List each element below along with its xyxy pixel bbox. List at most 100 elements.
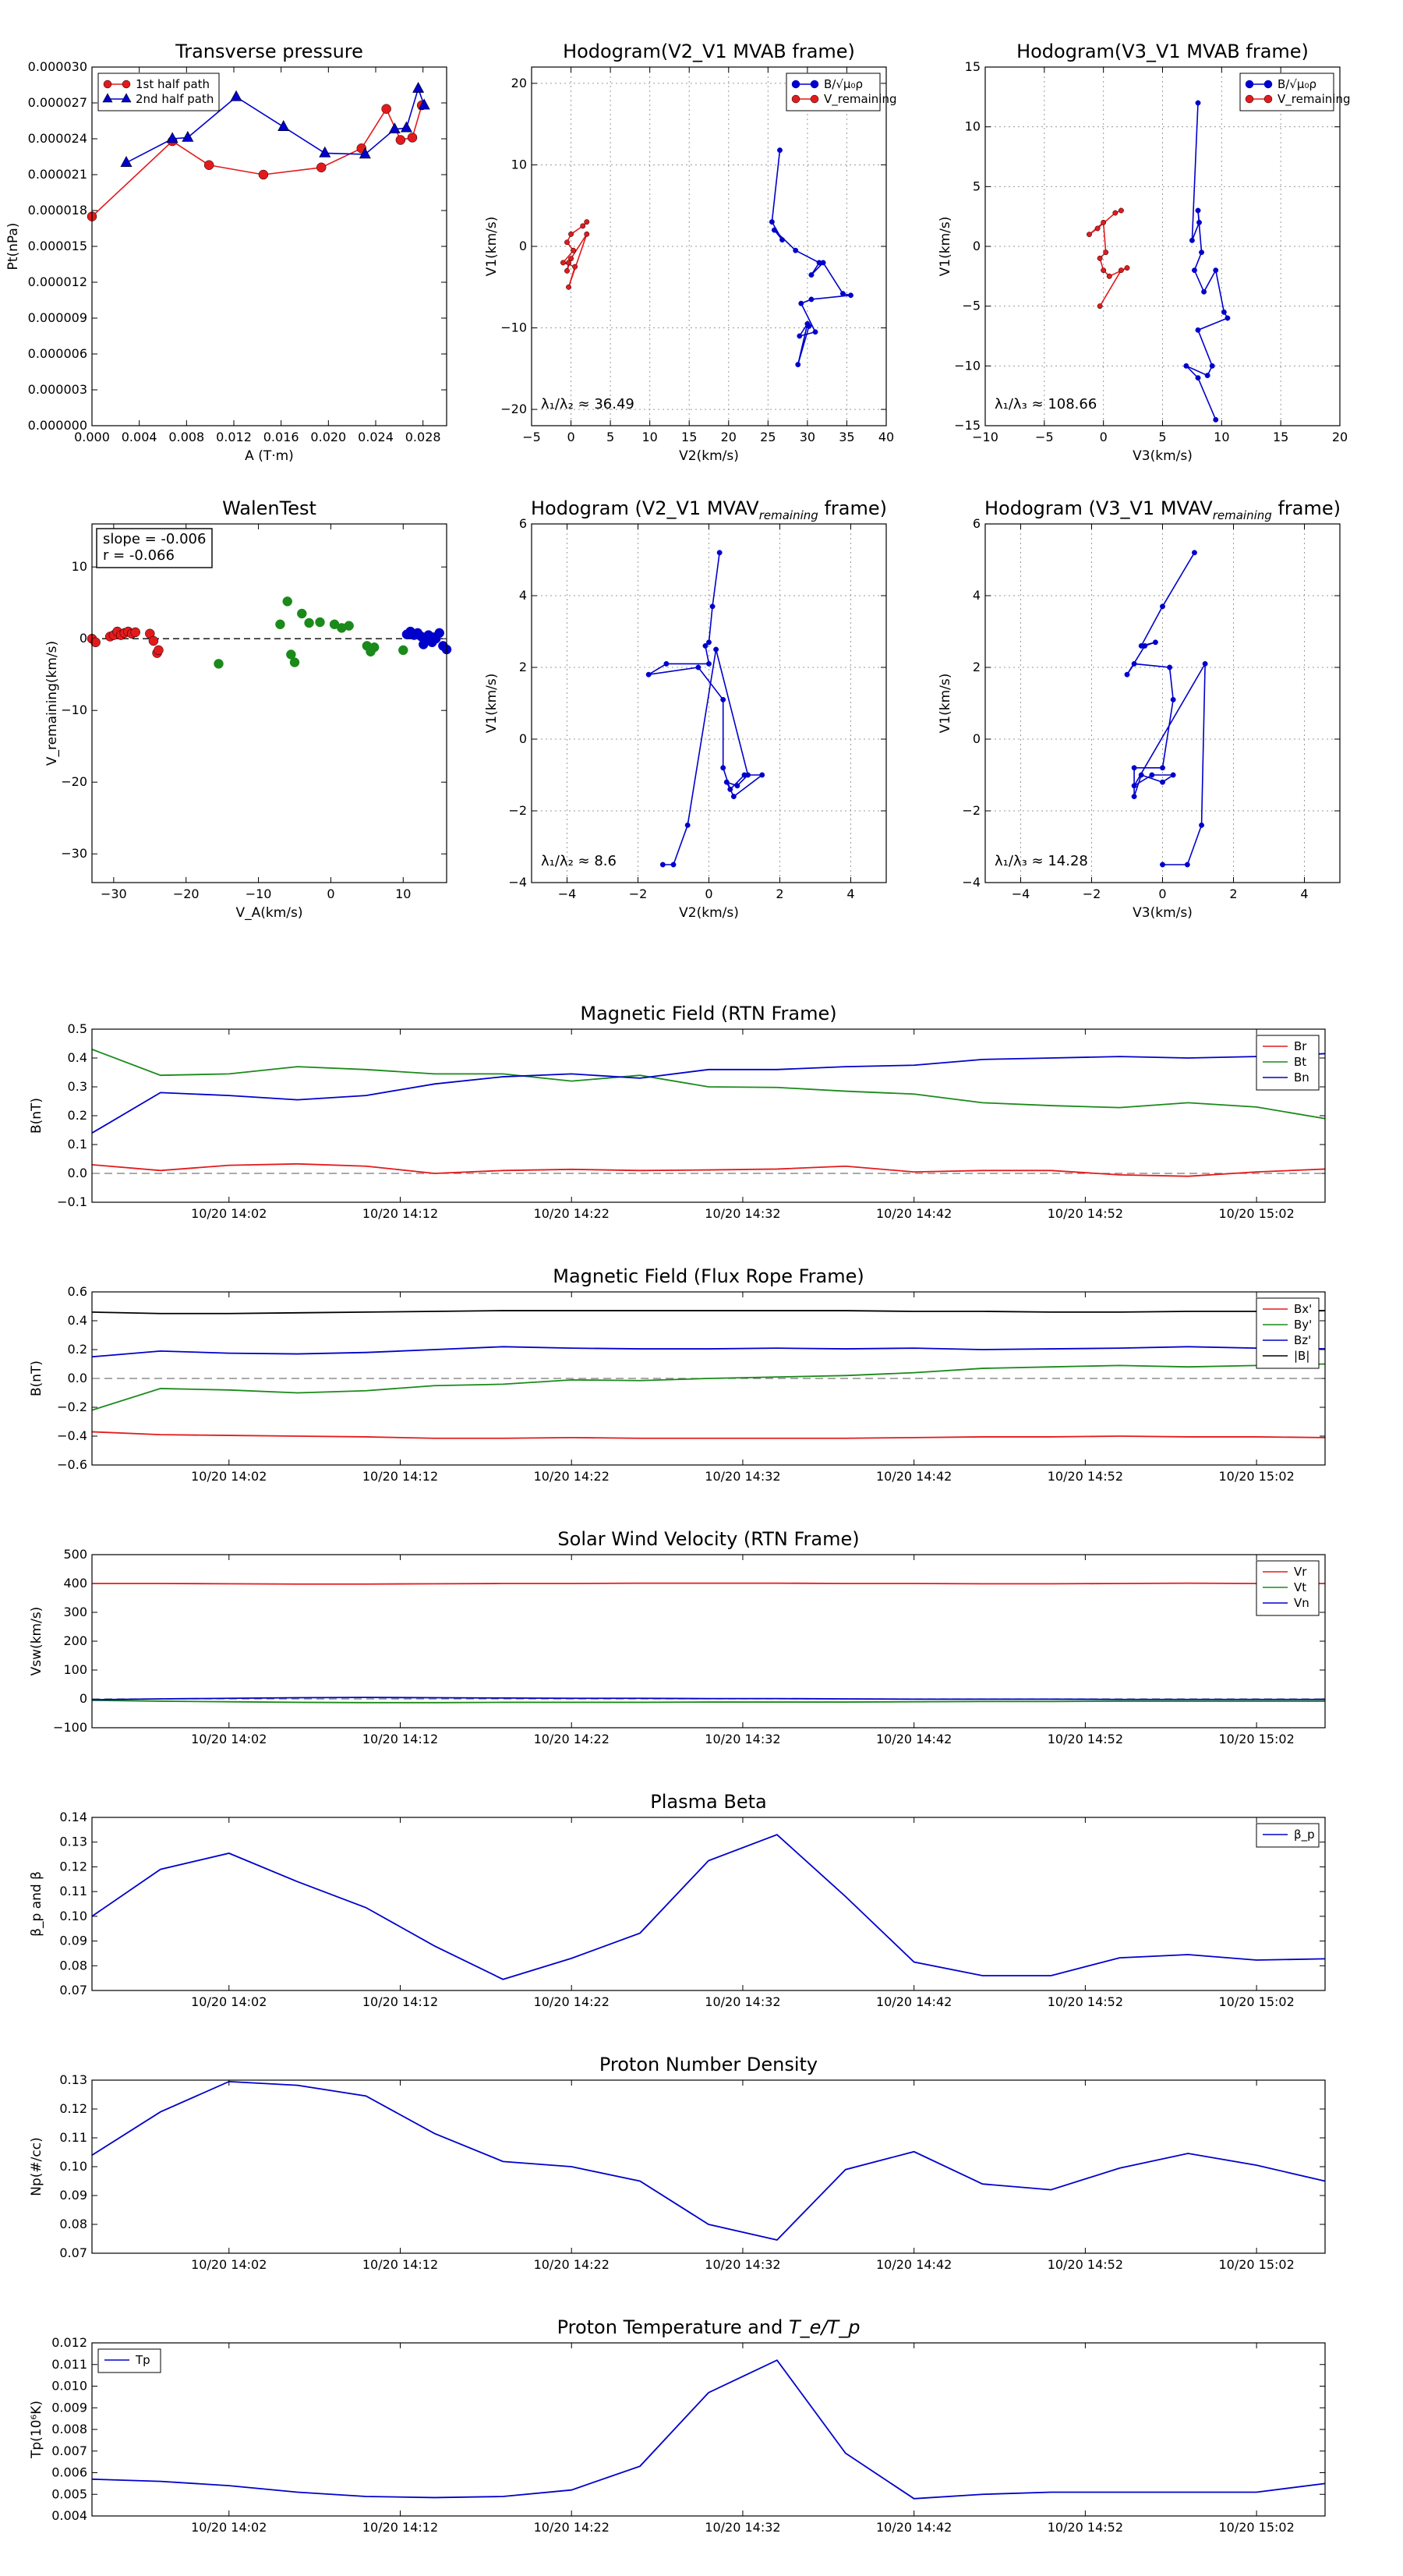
data-point bbox=[1225, 315, 1231, 321]
x-tick-label: 10/20 14:02 bbox=[191, 1732, 267, 1746]
data-point bbox=[148, 635, 159, 646]
y-tick-label: 0.000030 bbox=[28, 59, 87, 74]
data-point bbox=[166, 132, 178, 143]
data-point bbox=[120, 156, 133, 167]
y-axis-label: Tp(10⁶K) bbox=[29, 2401, 44, 2459]
y-tick-label: 0.000003 bbox=[28, 382, 87, 397]
x-tick-label: 10/20 15:02 bbox=[1218, 2257, 1294, 2272]
data-point bbox=[1131, 660, 1137, 667]
x-tick-label: 10/20 14:42 bbox=[876, 1994, 952, 2009]
y-tick-label: 0.1 bbox=[68, 1137, 87, 1152]
x-tick-label: 10/20 14:32 bbox=[705, 1469, 780, 1484]
data-point bbox=[1094, 225, 1101, 232]
series-line bbox=[648, 552, 765, 865]
y-tick-label: 0.4 bbox=[68, 1050, 87, 1065]
x-tick-label: 10/20 14:12 bbox=[362, 1469, 438, 1484]
data-point bbox=[564, 239, 570, 246]
data-point bbox=[580, 223, 586, 229]
y-tick-label: 100 bbox=[63, 1662, 87, 1677]
x-tick-label: 10/20 15:02 bbox=[1218, 2520, 1294, 2535]
chart-title: Magnetic Field (Flux Rope Frame) bbox=[553, 1265, 864, 1287]
x-tick-label: 10/20 14:02 bbox=[191, 1206, 267, 1221]
y-tick-label: 0.010 bbox=[51, 2379, 87, 2394]
x-tick-label: 10/20 14:32 bbox=[705, 2520, 780, 2535]
data-point bbox=[779, 237, 785, 243]
x-axis-label: V3(km/s) bbox=[1133, 905, 1193, 921]
x-tick-label: 35 bbox=[839, 430, 854, 444]
legend-label: Vt bbox=[1294, 1580, 1306, 1594]
y-tick-label: 0.11 bbox=[59, 2130, 87, 2145]
data-point bbox=[388, 122, 401, 134]
y-tick-label: 0.07 bbox=[59, 2245, 87, 2260]
y-tick-label: −100 bbox=[53, 1720, 87, 1735]
chart-h3: Hodogram (V2_V1 MVAVremaining frame) −4 −2… bbox=[484, 497, 887, 921]
data-point bbox=[777, 147, 783, 154]
data-point bbox=[1245, 94, 1254, 104]
legend-label: V_remaining bbox=[1278, 92, 1351, 107]
data-point bbox=[568, 231, 574, 237]
y-tick-label: 0.006 bbox=[51, 2465, 87, 2480]
data-point bbox=[572, 264, 578, 270]
y-tick-label: 0.0 bbox=[68, 1371, 87, 1385]
x-tick-label: 10/20 14:02 bbox=[191, 1994, 267, 2009]
y-tick-label: 0.6 bbox=[68, 1284, 87, 1299]
data-point bbox=[316, 162, 327, 173]
data-point bbox=[706, 639, 712, 646]
y-tick-label: 0.000015 bbox=[28, 239, 87, 253]
data-point bbox=[1167, 664, 1173, 671]
x-tick-label: 10/20 14:02 bbox=[191, 2257, 267, 2272]
data-point bbox=[1199, 822, 1205, 828]
x-tick-label: 0.008 bbox=[168, 430, 204, 444]
x-tick-label: 2 bbox=[776, 886, 783, 901]
data-point bbox=[663, 660, 670, 667]
chart-title: Magnetic Field (RTN Frame) bbox=[580, 1003, 836, 1024]
data-point bbox=[1196, 219, 1202, 225]
y-tick-label: 0.12 bbox=[59, 1859, 87, 1874]
data-point bbox=[806, 324, 812, 329]
data-point bbox=[568, 256, 574, 262]
data-point bbox=[154, 645, 164, 656]
y-tick-label: 10 bbox=[72, 559, 87, 574]
x-tick-label: 0 bbox=[567, 430, 574, 444]
x-tick-label: 15 bbox=[1273, 430, 1288, 444]
data-point bbox=[820, 260, 826, 266]
x-axis-label: V2(km/s) bbox=[679, 448, 739, 464]
chart-title: Hodogram (V3_V1 MVAVremaining frame) bbox=[984, 497, 1341, 522]
chart-title: Hodogram(V3_V1 MVAB frame) bbox=[1016, 41, 1309, 62]
x-tick-label: −4 bbox=[1012, 886, 1030, 901]
x-tick-label: 10/20 14:12 bbox=[362, 1732, 438, 1746]
y-tick-label: −2 bbox=[962, 803, 981, 818]
data-point bbox=[791, 80, 800, 89]
data-point bbox=[795, 362, 801, 368]
y-tick-label: −4 bbox=[508, 875, 527, 890]
data-point bbox=[695, 664, 702, 671]
y-tick-label: 0 bbox=[519, 239, 527, 253]
data-point bbox=[1199, 249, 1205, 256]
data-point bbox=[808, 296, 815, 303]
x-tick-label: 20 bbox=[1332, 430, 1348, 444]
plot-frame bbox=[91, 2342, 1326, 2517]
y-axis-label: V_remaining(km/s) bbox=[44, 641, 60, 766]
y-tick-label: 4 bbox=[973, 588, 981, 603]
chart-beta: Plasma Beta 10/20 14:02 10/20 14:12 10/20 1… bbox=[29, 1791, 1326, 2009]
y-tick-label: 0 bbox=[973, 731, 981, 746]
y-tick-label: 2 bbox=[973, 660, 981, 674]
series-line bbox=[91, 2359, 1326, 2500]
x-axis-label: V_A(km/s) bbox=[235, 905, 302, 921]
y-axis-label: Pt(nPa) bbox=[5, 223, 21, 271]
y-tick-label: −4 bbox=[962, 875, 981, 890]
legend-label: 1st half path bbox=[136, 77, 210, 91]
x-tick-label: 10/20 14:02 bbox=[191, 1469, 267, 1484]
x-tick-label: 5 bbox=[606, 430, 614, 444]
chart-pt: Transverse pressure 0.000 0.004 0.008 0.012 0… bbox=[5, 41, 447, 464]
plot-frame bbox=[984, 523, 1341, 883]
eigenvalue-ratio: λ₁/λ₂ ≈ 8.6 bbox=[541, 853, 617, 869]
x-axis-label: V2(km/s) bbox=[679, 905, 739, 921]
y-tick-label: 0.011 bbox=[51, 2357, 87, 2372]
x-tick-label: 10/20 14:52 bbox=[1048, 2520, 1123, 2535]
data-point bbox=[791, 94, 800, 104]
x-tick-label: 10/20 14:22 bbox=[534, 1994, 610, 2009]
data-point bbox=[706, 660, 712, 667]
series-line bbox=[92, 1582, 1325, 1585]
y-tick-label: 0.13 bbox=[59, 2072, 87, 2087]
